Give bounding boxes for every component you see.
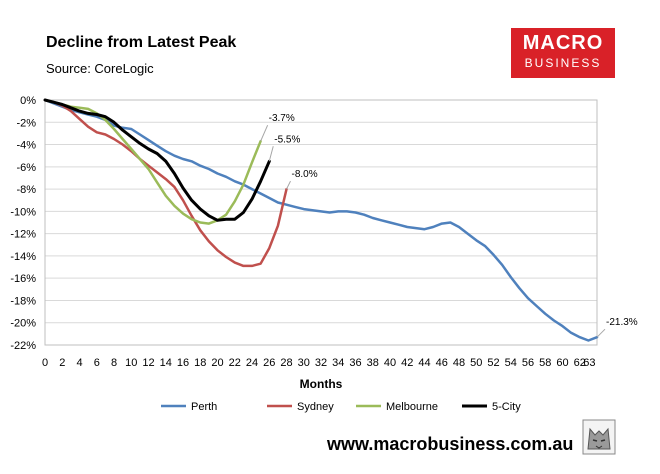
y-tick-label: -22% — [10, 340, 36, 352]
website-url[interactable]: www.macrobusiness.com.au — [327, 434, 574, 454]
end-label-perth: -21.3% — [606, 317, 638, 328]
series-end-labels: -21.3% -8.0% -3.7% -5.5% — [260, 113, 638, 338]
y-tick-label: -10% — [10, 206, 36, 218]
x-tick-label: 6 — [94, 357, 100, 369]
end-label-leader — [260, 125, 269, 142]
x-tick-label: 54 — [505, 357, 517, 369]
x-tick-label: 46 — [436, 357, 448, 369]
x-tick-label: 2 — [59, 357, 65, 369]
wolf-mascot-icon — [582, 419, 616, 455]
x-tick-label: 28 — [280, 357, 292, 369]
x-tick-label: 22 — [229, 357, 241, 369]
gridlines — [44, 99, 598, 346]
legend: Perth Sydney Melbourne 5-City — [161, 401, 521, 413]
x-tick-label: 58 — [539, 357, 551, 369]
x-axis-title: Months — [300, 377, 343, 391]
legend-label-melbourne: Melbourne — [386, 401, 438, 413]
legend-label-sydney: Sydney — [297, 401, 334, 413]
x-tick-label: 20 — [211, 357, 223, 369]
y-tick-label: -14% — [10, 251, 36, 263]
x-tick-label: 56 — [522, 357, 534, 369]
x-tick-label: 60 — [556, 357, 568, 369]
end-label-leader — [268, 146, 274, 162]
x-tick-label: 52 — [487, 357, 499, 369]
x-tick-label: 44 — [418, 357, 430, 369]
x-tick-label: 0 — [42, 357, 48, 369]
series-line-sydney — [43, 98, 288, 268]
series-line-5-city — [43, 98, 271, 222]
x-tick-label: 16 — [177, 357, 189, 369]
y-tick-label: 0% — [20, 95, 36, 107]
x-tick-label: 8 — [111, 357, 117, 369]
end-label-melbourne: -3.7% — [269, 113, 295, 124]
legend-label-perth: Perth — [191, 401, 217, 413]
x-tick-label: 50 — [470, 357, 482, 369]
logo-line-macro: MACRO — [522, 32, 604, 54]
logo-line-business: BUSINESS — [524, 56, 602, 70]
x-tick-label: 62 — [574, 357, 586, 369]
y-tick-label: -6% — [16, 162, 36, 174]
x-tick-label: 10 — [125, 357, 137, 369]
series-line-melbourne — [43, 98, 262, 225]
end-label-leader — [596, 328, 606, 338]
end-label-5-city: -5.5% — [274, 134, 300, 145]
y-tick-label: -8% — [16, 184, 36, 196]
y-tick-label: -12% — [10, 229, 36, 241]
x-tick-label: 4 — [76, 357, 82, 369]
plot-border — [44, 99, 598, 346]
end-label-sydney: -8.0% — [292, 169, 318, 180]
x-axis: 0 2 4 6 8 10 12 14 16 18 20 22 24 26 28 30 32 34 36 38 40 42 4… — [42, 99, 597, 391]
macrobusiness-logo[interactable]: MACRO BUSINESS — [511, 28, 615, 78]
x-tick-label: 18 — [194, 357, 206, 369]
x-tick-label: 38 — [367, 357, 379, 369]
y-tick-label: -18% — [10, 295, 36, 307]
y-axis: 0% -2% -4% -6% -8% -10% -12% -14% -16% -18% -20% -2… — [10, 95, 36, 352]
x-tick-label: 24 — [246, 357, 258, 369]
y-tick-label: -4% — [16, 140, 36, 152]
x-tick-label: 34 — [332, 357, 344, 369]
x-tick-label: 48 — [453, 357, 465, 369]
x-tick-label: 40 — [384, 357, 396, 369]
legend-label-5-city: 5-City — [492, 401, 521, 413]
chart-source: Source: CoreLogic — [46, 61, 154, 76]
chart-title: Decline from Latest Peak — [46, 34, 237, 51]
y-tick-label: -2% — [16, 117, 36, 129]
end-label-leader — [286, 180, 291, 190]
series-lines — [43, 98, 599, 342]
x-tick-label: 30 — [298, 357, 310, 369]
x-tick-label: 42 — [401, 357, 413, 369]
x-tick-label: 63 — [583, 357, 595, 369]
x-tick-label: 32 — [315, 357, 327, 369]
x-tick-label: 36 — [349, 357, 361, 369]
x-tick-label: 12 — [142, 357, 154, 369]
y-tick-label: -20% — [10, 318, 36, 330]
y-tick-label: -16% — [10, 273, 36, 285]
x-tick-label: 26 — [263, 357, 275, 369]
x-tick-label: 14 — [160, 357, 172, 369]
series-line-perth — [43, 98, 599, 342]
